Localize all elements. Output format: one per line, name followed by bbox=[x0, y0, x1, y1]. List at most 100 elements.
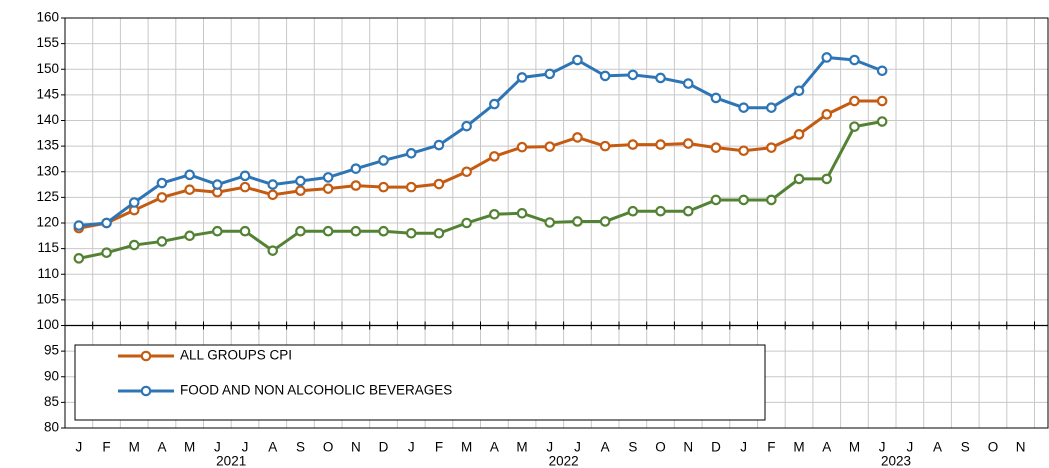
point bbox=[156, 192, 168, 203]
y-tick-label: 85 bbox=[44, 394, 59, 409]
point bbox=[821, 109, 833, 120]
x-tick-label: O bbox=[323, 440, 334, 455]
point bbox=[322, 172, 334, 183]
x-tick-label: N bbox=[683, 440, 693, 455]
x-tick-label: M bbox=[516, 440, 527, 455]
point bbox=[239, 181, 251, 193]
x-tick-label: A bbox=[601, 440, 610, 455]
point bbox=[738, 194, 749, 206]
point bbox=[295, 175, 306, 187]
point bbox=[544, 68, 556, 80]
point bbox=[599, 140, 611, 152]
point bbox=[821, 52, 833, 63]
x-tick-label: A bbox=[490, 440, 499, 455]
point bbox=[378, 225, 389, 237]
point bbox=[793, 85, 805, 97]
point bbox=[544, 217, 556, 228]
point bbox=[876, 95, 888, 107]
y-tick-label: 155 bbox=[36, 35, 59, 50]
x-tick-label: A bbox=[268, 440, 277, 455]
point bbox=[793, 173, 805, 185]
y-tick-label: 160 bbox=[36, 10, 59, 25]
legend-box bbox=[74, 344, 766, 421]
point bbox=[738, 102, 749, 113]
x-tick-label: M bbox=[793, 440, 804, 455]
point bbox=[295, 225, 306, 237]
point bbox=[710, 194, 722, 206]
legend-label: ALL GROUPS CPI bbox=[180, 348, 292, 363]
x-tick-label: A bbox=[822, 440, 831, 455]
x-tick-label: A bbox=[933, 440, 942, 455]
year-label: 2021 bbox=[216, 454, 246, 468]
y-tick-label: 145 bbox=[36, 86, 59, 101]
point bbox=[821, 173, 833, 185]
legend-label: FOOD AND NON ALCOHOLIC BEVERAGES bbox=[180, 383, 452, 398]
point bbox=[212, 225, 223, 237]
point bbox=[627, 205, 639, 217]
x-tick-label: J bbox=[906, 440, 913, 455]
x-tick-label: J bbox=[214, 440, 221, 455]
point bbox=[599, 70, 611, 82]
point bbox=[184, 169, 195, 181]
point bbox=[682, 78, 694, 89]
point bbox=[405, 227, 417, 239]
y-tick-label: 140 bbox=[36, 112, 59, 127]
x-tick-label: J bbox=[242, 440, 249, 455]
x-tick-label: N bbox=[1016, 440, 1026, 455]
point bbox=[655, 72, 666, 84]
point bbox=[267, 245, 279, 256]
x-tick-label: J bbox=[75, 440, 82, 455]
point bbox=[738, 145, 749, 157]
y-tick-label: 90 bbox=[44, 368, 59, 383]
x-tick-label: D bbox=[711, 440, 721, 455]
x-tick-label: M bbox=[184, 440, 195, 455]
y-tick-label: 130 bbox=[36, 163, 59, 178]
x-tick-label: J bbox=[574, 440, 581, 455]
point bbox=[489, 151, 500, 162]
point bbox=[849, 54, 860, 66]
point bbox=[655, 205, 666, 217]
point bbox=[295, 185, 306, 197]
point bbox=[876, 116, 888, 127]
point bbox=[710, 92, 722, 104]
point bbox=[239, 225, 251, 237]
point bbox=[433, 227, 445, 239]
point bbox=[405, 181, 417, 193]
point bbox=[766, 194, 777, 206]
point bbox=[461, 217, 472, 229]
legend-marker bbox=[140, 350, 152, 362]
y-tick-label: 80 bbox=[44, 420, 59, 435]
point bbox=[766, 102, 777, 113]
point bbox=[516, 72, 528, 83]
point bbox=[73, 220, 85, 231]
x-tick-label: D bbox=[379, 440, 389, 455]
x-tick-label: O bbox=[655, 440, 666, 455]
x-tick-label: J bbox=[740, 440, 747, 455]
point bbox=[849, 121, 860, 132]
point bbox=[350, 163, 362, 174]
year-label: 2022 bbox=[549, 454, 579, 468]
point bbox=[572, 54, 583, 66]
point bbox=[461, 120, 472, 132]
point bbox=[378, 181, 389, 193]
point bbox=[793, 129, 805, 140]
x-tick-label: A bbox=[157, 440, 166, 455]
y-tick-label: 120 bbox=[36, 215, 59, 230]
point bbox=[350, 180, 362, 191]
point bbox=[627, 139, 639, 150]
point bbox=[516, 141, 528, 153]
point bbox=[128, 239, 140, 251]
point bbox=[350, 225, 362, 237]
plot-border bbox=[64, 17, 1049, 429]
point bbox=[516, 207, 528, 219]
x-tick-label: J bbox=[408, 440, 415, 455]
point bbox=[156, 177, 168, 189]
x-tick-label: S bbox=[628, 440, 637, 455]
point bbox=[433, 139, 445, 151]
point bbox=[544, 141, 556, 152]
point bbox=[322, 183, 334, 194]
y-tick-label: 115 bbox=[37, 240, 59, 255]
point bbox=[322, 225, 334, 237]
x-tick-label: O bbox=[988, 440, 999, 455]
